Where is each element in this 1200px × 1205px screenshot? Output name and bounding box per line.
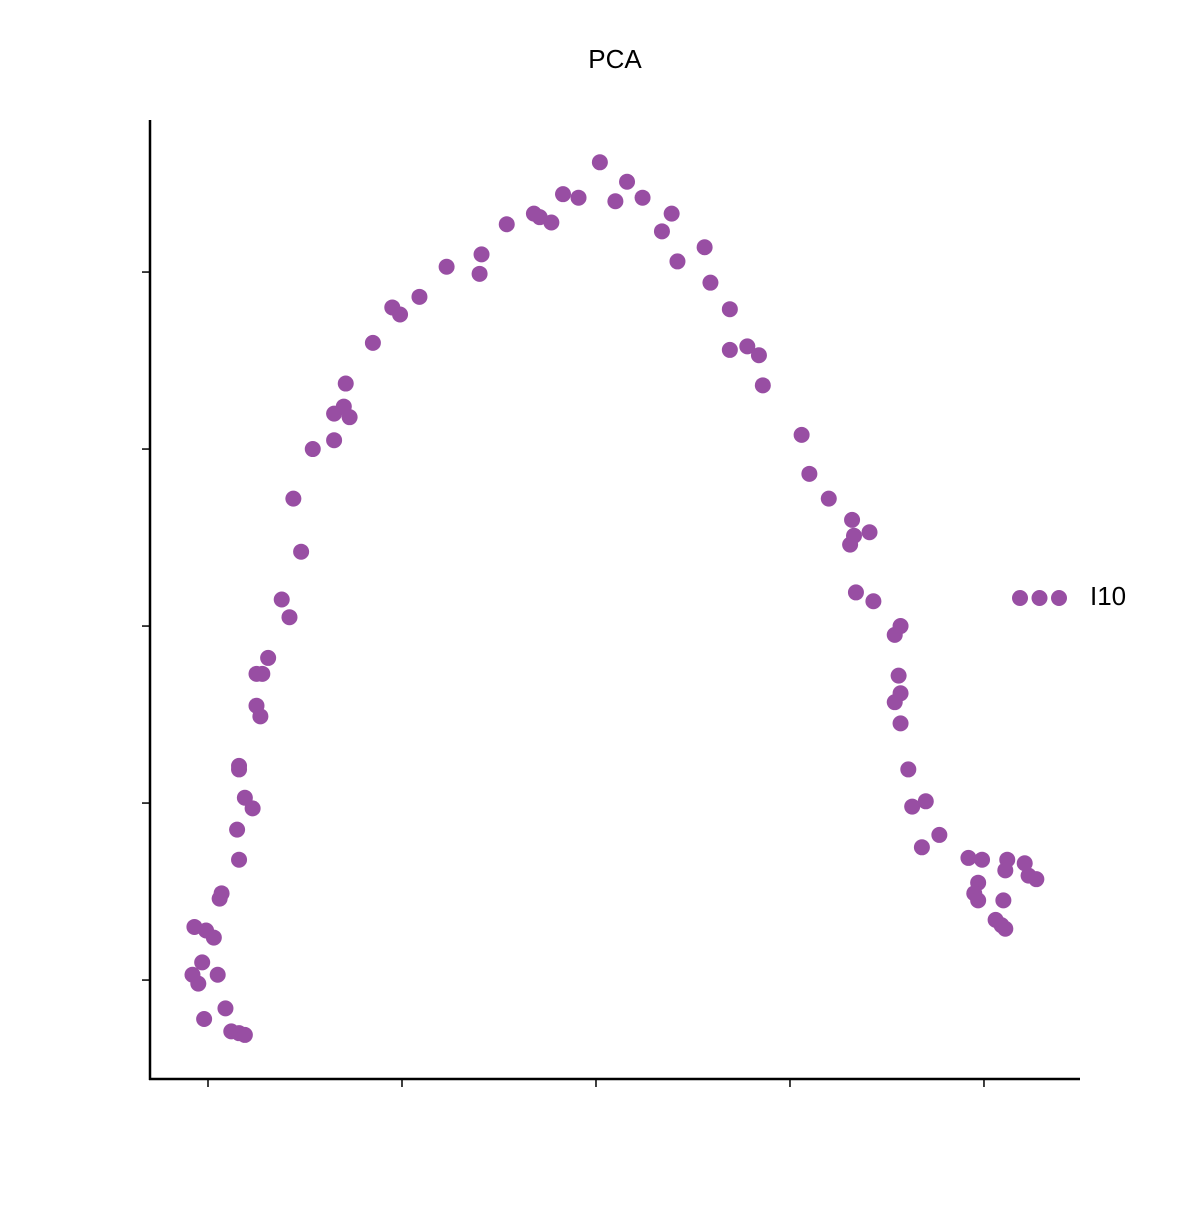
point (917, 793, 934, 810)
point (721, 301, 738, 318)
point (750, 347, 767, 364)
point (793, 426, 810, 443)
point (865, 593, 882, 610)
point (304, 441, 321, 458)
point (997, 862, 1014, 879)
point (970, 892, 987, 909)
point (1028, 871, 1045, 888)
point (411, 288, 428, 305)
point (337, 375, 354, 392)
point (890, 667, 907, 684)
point (570, 189, 587, 206)
point (845, 527, 862, 544)
point (231, 761, 248, 778)
point (190, 975, 207, 992)
point (252, 708, 269, 725)
point (820, 490, 837, 507)
point (364, 334, 381, 351)
point (194, 954, 211, 971)
point (997, 920, 1014, 937)
point (473, 246, 490, 263)
point (754, 377, 771, 394)
point (196, 1010, 213, 1027)
point (205, 929, 222, 946)
point (607, 193, 624, 210)
point (844, 511, 861, 528)
point (217, 1000, 234, 1017)
legend-marker (1051, 590, 1067, 606)
point (1016, 855, 1033, 872)
point (913, 839, 930, 856)
point (341, 409, 358, 426)
point (326, 432, 343, 449)
point (229, 821, 246, 838)
point (555, 186, 572, 203)
point (721, 341, 738, 358)
point (653, 223, 670, 240)
chart-title: PCA (588, 44, 642, 74)
point (886, 694, 903, 711)
point (392, 306, 409, 323)
point (931, 826, 948, 843)
point (974, 851, 991, 868)
point (663, 205, 680, 222)
point (236, 1026, 253, 1043)
point (209, 966, 226, 983)
point (886, 626, 903, 643)
point (696, 239, 713, 256)
point (231, 851, 248, 868)
point (273, 591, 290, 608)
point (960, 849, 977, 866)
point (995, 892, 1012, 909)
point (847, 584, 864, 601)
point (861, 524, 878, 541)
point (244, 800, 261, 817)
point (669, 253, 686, 270)
point (293, 543, 310, 560)
point (285, 490, 302, 507)
point (281, 609, 298, 626)
point (900, 761, 917, 778)
point (904, 798, 921, 815)
point (801, 465, 818, 482)
point (213, 885, 230, 902)
point (739, 338, 756, 355)
point (702, 274, 719, 291)
legend-label: I10 (1090, 581, 1126, 611)
point (471, 265, 488, 282)
point (543, 214, 560, 231)
point (438, 258, 455, 275)
point (619, 173, 636, 190)
legend-marker (1031, 590, 1048, 606)
point (260, 649, 277, 666)
point (498, 216, 515, 233)
point (254, 665, 271, 682)
point (892, 715, 909, 732)
legend-marker (1012, 590, 1028, 606)
point (591, 154, 608, 171)
point (634, 189, 651, 206)
